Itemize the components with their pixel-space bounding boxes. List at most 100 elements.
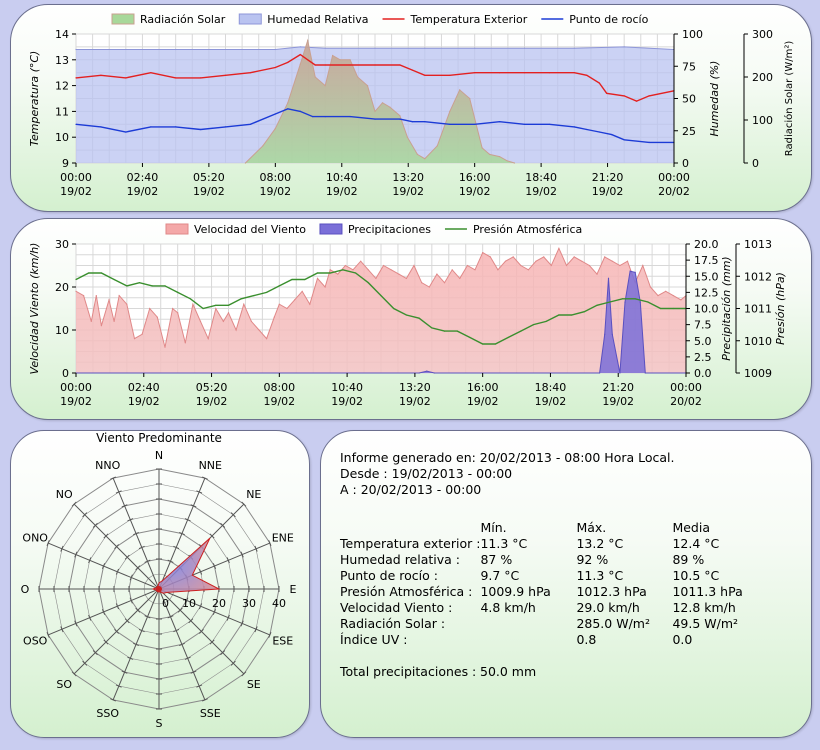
temperatura-exterior-point (324, 64, 326, 66)
presion-atmosferica-point (507, 336, 509, 339)
wind-rose-direction-label: NO (56, 488, 73, 501)
wind-rose-tick (226, 557, 230, 564)
precipitaciones-point (629, 270, 631, 272)
radiacion-solar-point (332, 54, 334, 57)
wind-rose-tick (71, 671, 77, 677)
stats-label: Humedad relativa : (340, 552, 460, 567)
stats-label: Temperatura exterior : (340, 536, 481, 551)
legend-label-humedad-relativa: Humedad Relativa (267, 13, 368, 26)
punto-de-rocio-point (424, 121, 426, 123)
velocidad-del-viento-point (573, 256, 575, 258)
report-panel (320, 430, 812, 738)
wind-rose-tick (115, 568, 120, 575)
presion-atmosferica-point (520, 330, 522, 332)
stats-max: 285.0 W/m² (576, 616, 650, 631)
velocidad-del-viento-point (436, 273, 438, 275)
temperatura-exterior-point (150, 72, 152, 74)
x-tick-date: 19/02 (259, 185, 291, 198)
wind-rose-tick (198, 568, 203, 575)
wind-rose-tick (121, 670, 128, 674)
velocidad-del-viento-point (227, 312, 230, 314)
wind-rose-tick (101, 609, 106, 615)
velocidad-del-viento-point (301, 290, 303, 292)
wind-rose-tick (268, 540, 272, 546)
wind-rose-direction-label: OSO (23, 634, 48, 647)
wind-rose-tick (121, 504, 128, 508)
wind-rose-tick (190, 670, 197, 674)
radiacion-solar-point (274, 128, 276, 130)
y-right2-axis-title: Radiación Solar (W/m²) (783, 41, 795, 157)
table-row: Humedad relativa : 87 % 92 % 89 % (340, 552, 762, 568)
punto-de-rocio-point (75, 123, 77, 125)
velocidad-del-viento-point (398, 273, 400, 275)
wind-rose-tick (103, 639, 109, 645)
stats-header-max: Máx. (576, 520, 607, 535)
wind-rose-tick (138, 628, 145, 633)
velocidad-del-viento-point (100, 325, 102, 327)
velocidad-del-viento-point (360, 260, 362, 262)
presion-atmosferica-point (545, 320, 547, 322)
presion-atmosferica-point (634, 298, 636, 300)
wind-rose-tick (212, 563, 217, 569)
velocidad-del-viento-point (672, 295, 674, 297)
x-tick-time: 02:40 (127, 171, 159, 184)
radiacion-solar-point (244, 162, 246, 164)
radiacion-solar-point (349, 59, 351, 61)
y-left-tick-label: 20 (55, 281, 69, 294)
presion-atmosferica-point (405, 314, 407, 316)
velocidad-del-viento-point (207, 338, 209, 340)
stats-min (480, 632, 576, 648)
wind-rose-direction-label: N (155, 449, 163, 462)
y-left-tick-label: 12 (55, 80, 69, 93)
y-right1-axis-title: Precipitación (mm) (720, 256, 733, 360)
radiacion-solar-point (399, 115, 401, 117)
temperatura-exterior-point (287, 61, 289, 64)
presion-atmosferica-point (380, 295, 382, 297)
velocidad-del-viento-point (535, 260, 537, 262)
y-left-tick-label: 9 (62, 157, 69, 170)
temperatura-exterior-point (424, 74, 426, 76)
stats-label: Radiación Solar : (340, 616, 446, 631)
wind-rose-direction-label: ONO (22, 532, 48, 545)
x-tick-time: 18:40 (535, 381, 567, 394)
velocidad-del-viento-point (118, 295, 120, 297)
presion-atmosferica-point (571, 314, 573, 316)
temperatura-exterior-point (299, 54, 301, 56)
precipitaciones-point (426, 370, 428, 372)
humedad-relativa-point (175, 48, 177, 51)
radiacion-solar-point (459, 89, 461, 91)
velocidad-del-viento-point (329, 269, 331, 271)
wind-rose-tick (82, 512, 88, 518)
wind-rose-tick (209, 533, 215, 539)
wind-rose-radial-label: 20 (212, 597, 226, 610)
x-tick-date: 19/02 (602, 395, 634, 408)
wind-rose-tick (173, 545, 180, 550)
punto-de-rocio-point (474, 123, 476, 125)
presion-atmosferica-point (138, 282, 141, 284)
presion-atmosferica-point (164, 285, 166, 287)
x-tick-time: 13:20 (399, 381, 431, 394)
wind-rose-center (156, 586, 162, 592)
velocidad-del-viento-point (504, 260, 507, 262)
x-tick-time: 02:40 (128, 381, 160, 394)
wind-rose-tick (188, 618, 194, 624)
radiacion-solar-point (357, 76, 359, 78)
radiacion-solar-point (481, 147, 483, 149)
punto-de-rocio-point (374, 118, 376, 120)
x-tick-date: 19/02 (60, 185, 92, 198)
wind-rose-tick (135, 565, 141, 571)
wind-rose-tick (74, 620, 78, 627)
radiacion-solar-point (299, 63, 301, 65)
y-right1-tick-label: 75 (682, 60, 696, 73)
velocidad-del-viento-point (527, 269, 530, 271)
presion-atmosferica-point (418, 317, 420, 319)
temperatura-exterior-point (125, 77, 127, 79)
radiacion-solar-point (324, 85, 326, 87)
stats-table: Mín. Máx. Media Temperatura exterior :11… (340, 520, 762, 648)
presion-atmosferica-point (227, 304, 230, 306)
wind-rose-tick (202, 698, 208, 702)
punto-de-rocio-point (523, 123, 526, 125)
velocidad-del-viento-point (149, 307, 151, 310)
wind-rose-direction-label: ESE (272, 634, 293, 647)
punto-de-rocio-point (611, 134, 613, 136)
